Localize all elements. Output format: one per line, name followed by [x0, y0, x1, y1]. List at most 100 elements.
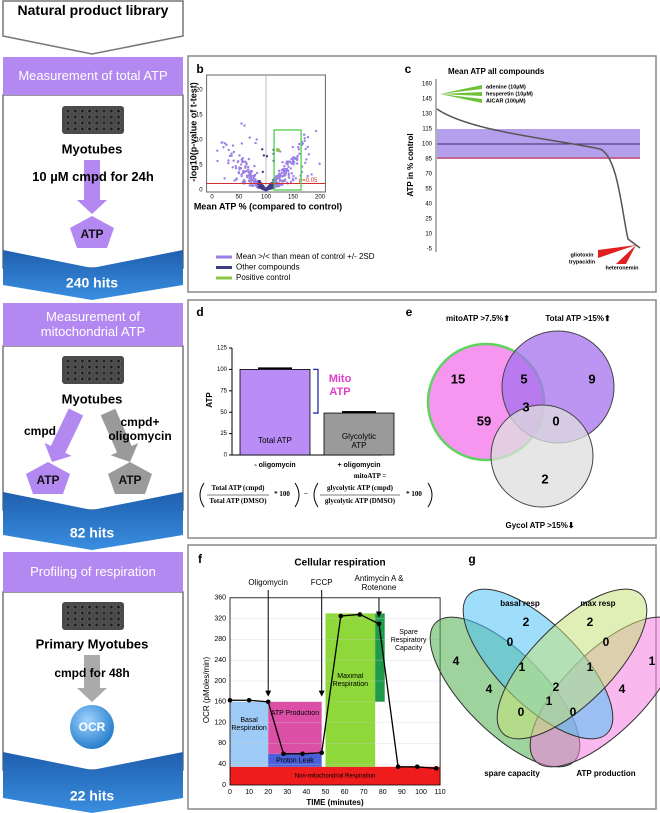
scatter-point: [248, 136, 251, 139]
plate-well: [80, 126, 85, 132]
scatter-point: [244, 164, 247, 168]
plate-well: [116, 370, 121, 376]
scatter-point: [306, 135, 310, 139]
plate-well: [87, 370, 92, 376]
scatter-point: [261, 170, 265, 174]
plate-well: [65, 622, 71, 628]
paren: [313, 482, 319, 508]
cells-label: Myotubes: [62, 141, 123, 156]
plate-well: [72, 120, 78, 126]
scatter-point: [240, 173, 243, 176]
formula-text: glycolytic ATP (DMSO): [324, 497, 396, 505]
y-tick-label: 100: [422, 142, 433, 148]
scatter-point: [232, 150, 236, 154]
y-tick-label: 5: [199, 163, 203, 169]
plate-well: [72, 126, 78, 132]
plate-well: [116, 616, 121, 622]
y-tick-label: 55: [425, 187, 432, 193]
plate-well: [116, 604, 121, 610]
scatter-point: [298, 152, 301, 155]
y-tick-label: 75: [220, 388, 227, 394]
arrow-head: [318, 690, 325, 697]
x-tick-label: 90: [398, 789, 406, 796]
region-count: 59: [477, 413, 491, 428]
text-box: glycolytic ATP (DMSO): [324, 497, 396, 505]
plate-well: [87, 126, 92, 132]
plate-well: [94, 616, 100, 622]
plate-well: [80, 364, 85, 370]
scatter-point: [252, 174, 256, 178]
bar-label: Total ATP: [258, 436, 292, 445]
region-count: 9: [588, 371, 595, 386]
scatter-point: [245, 162, 248, 166]
scatter-point: [253, 164, 256, 168]
text-box: mitoATP =: [354, 472, 386, 480]
plate-well: [108, 358, 114, 364]
bracket: [313, 368, 319, 414]
flow-arrow: [77, 160, 107, 214]
bar-label: Glycolytic ATP: [341, 432, 377, 451]
panel-frame: [187, 299, 657, 539]
y-tick-label: 280: [214, 636, 226, 643]
text-box: Spare Respiratory Capacity: [391, 629, 427, 652]
formula-text: glycolytic ATP (cmpd): [327, 484, 393, 492]
plate-well: [72, 622, 78, 628]
injection-label: FCCP: [311, 578, 333, 587]
text-box: Measurement of total ATP: [18, 67, 168, 83]
plate-well: [116, 622, 121, 628]
scatter-point: [314, 129, 318, 133]
region-count: 3: [522, 399, 529, 414]
plate-well: [101, 604, 107, 610]
panel-label: d: [196, 305, 203, 319]
annotation-label: trypacidin: [569, 259, 596, 265]
set-label: Gycol ATP >15%⬇: [505, 521, 574, 530]
scatter-point: [261, 148, 264, 151]
scatter-point: [254, 178, 257, 181]
source-label: Natural product library: [17, 2, 169, 18]
y-tick-label: 125: [217, 346, 228, 352]
scatter-point: [246, 175, 249, 179]
plate-well: [72, 370, 78, 376]
region: [375, 613, 385, 702]
x-tick-label: 70: [360, 789, 368, 796]
plate-well: [80, 622, 85, 628]
text-box: Measurement of mitochondrial ATP: [41, 309, 146, 339]
scatter-point: [223, 177, 226, 180]
y-axis-title: ATP in % control: [406, 133, 415, 196]
scatter-point: [289, 180, 293, 184]
plate-well: [80, 616, 85, 622]
scatter-point: [243, 124, 246, 127]
scatter-point: [285, 167, 289, 171]
readout-label: ATP: [36, 473, 59, 487]
scatter-point: [240, 142, 244, 145]
scatter-point: [248, 180, 251, 183]
y-tick-label: 85: [425, 157, 432, 163]
scatter-point: [257, 185, 260, 189]
text-box: * 100: [406, 490, 422, 498]
positive-control-point: [275, 148, 280, 152]
region-label: ATP Production: [270, 709, 320, 717]
text-box: Profiling of respiration: [30, 564, 156, 579]
hits-label: 240 hits: [66, 275, 118, 291]
plate-well: [72, 610, 78, 616]
scatter-point: [255, 138, 258, 141]
y-tick-label: 25: [220, 431, 227, 437]
scatter-point: [278, 179, 282, 183]
treatment-label: cmpd for 48h: [54, 666, 129, 680]
stage-title: Measurement of total ATP: [18, 67, 168, 83]
scatter-point: [239, 163, 243, 166]
text-box: Natural product library: [17, 2, 169, 18]
plate-well: [108, 376, 114, 382]
scatter-point: [318, 162, 321, 165]
scatter-point: [265, 155, 269, 158]
scatter-point: [233, 179, 236, 182]
text-box: Total ATP (DMSO): [209, 497, 266, 505]
scatter-point: [248, 184, 251, 187]
injection-label: Oligomycin: [248, 578, 288, 587]
plate-well: [116, 376, 121, 382]
plate-icon: [62, 106, 124, 134]
annotation-wedge: [616, 245, 636, 264]
text-box: glycolytic ATP (cmpd): [327, 484, 393, 492]
plate-well: [94, 604, 100, 610]
annotation-label: heteronemin: [605, 265, 639, 271]
